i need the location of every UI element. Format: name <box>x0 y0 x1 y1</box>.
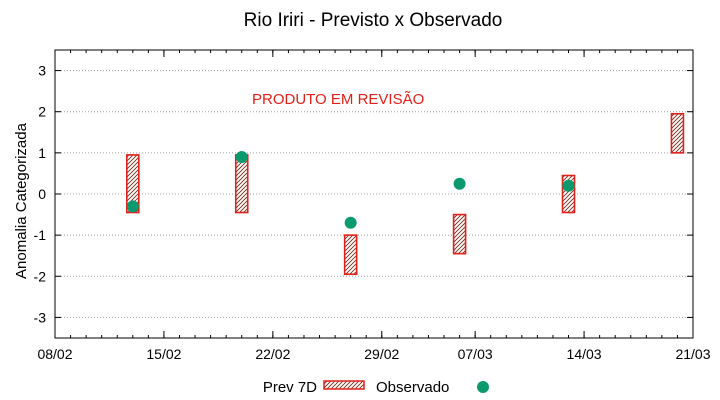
grid-lines <box>55 70 693 318</box>
x-tick-label: 07/03 <box>458 346 493 362</box>
forecast-range-bar <box>343 234 358 276</box>
observed-point <box>562 179 575 192</box>
x-tick-label: 15/02 <box>146 346 181 362</box>
review-annotation: PRODUTO EM REVISÃO <box>252 91 424 108</box>
observed-point <box>453 177 466 190</box>
forecast-range-bar <box>452 213 467 255</box>
legend-swatch-prev-7d <box>323 380 365 390</box>
x-tick-label: 29/02 <box>364 346 399 362</box>
y-tick-label: 2 <box>38 104 46 120</box>
forecast-range-bar <box>126 154 140 214</box>
y-tick-label: -2 <box>34 268 47 284</box>
observed-point <box>344 216 357 229</box>
x-tick-label: 22/02 <box>255 346 290 362</box>
x-axis-ticks: 08/02 15/02 22/02 29/02 07/03 14/03 21/03 <box>37 50 711 362</box>
forecast-range-bar <box>234 154 249 214</box>
y-tick-label: 0 <box>38 186 46 202</box>
observed-point <box>235 150 248 163</box>
y-tick-label: -1 <box>34 227 47 243</box>
x-tick-label: 08/02 <box>37 346 72 362</box>
x-tick-label: 14/03 <box>567 346 602 362</box>
y-axis-ticks: 3 2 1 0 -1 -2 -3 <box>34 63 693 325</box>
x-tick-label: 21/03 <box>675 346 710 362</box>
observed-point <box>126 200 139 213</box>
y-tick-label: -3 <box>34 309 47 325</box>
series-marks <box>126 112 685 276</box>
legend-label-prev-7d: Prev 7D <box>263 379 317 396</box>
legend: Prev 7D Observado <box>263 379 489 396</box>
forecast-range-bar <box>670 112 685 154</box>
legend-swatch-observado <box>477 381 489 393</box>
y-axis-label: Anomalia Categorizada <box>13 122 30 279</box>
y-tick-label: 1 <box>38 145 46 161</box>
legend-label-observado: Observado <box>376 379 449 396</box>
chart-title: Rio Iriri - Previsto x Observado <box>244 10 503 31</box>
y-tick-label: 3 <box>38 63 46 79</box>
